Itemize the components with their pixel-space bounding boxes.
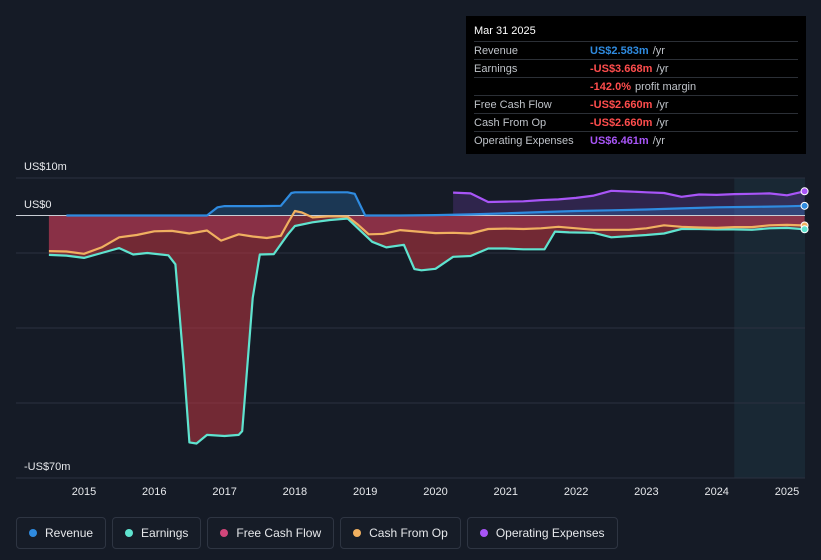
legend-item-revenue[interactable]: Revenue <box>16 517 107 549</box>
tooltip-row-value: US$2.583m <box>590 44 649 57</box>
axis-labels: US$10m US$0 -US$70m <box>24 161 70 473</box>
tooltip-row-value: -US$2.660m <box>590 116 653 129</box>
x-axis-ticks: 2015 2016 2017 2018 2019 2020 2021 2022 2023 2024… <box>72 486 799 498</box>
tooltip-row-unit: /yr <box>656 62 669 75</box>
tooltip-row: -142.0% profit margin <box>474 77 798 95</box>
legend-dot-icon <box>29 529 37 537</box>
legend-item-cash-from-op[interactable]: Cash From Op <box>340 517 461 549</box>
earnings-area <box>48 215 805 444</box>
x-tick-label: 2019 <box>353 486 377 498</box>
legend-label: Operating Expenses <box>495 526 605 540</box>
x-tick-label: 2017 <box>212 486 236 498</box>
tooltip-panel: Mar 31 2025 Revenue US$2.583m/yr Earnings -… <box>466 16 806 154</box>
series-areas <box>48 190 805 444</box>
tooltip-row-label: Cash From Op <box>474 116 547 129</box>
x-tick-label: 2025 <box>775 486 799 498</box>
tooltip-row-label: Operating Expenses <box>474 134 574 147</box>
y-axis-zero-label: US$0 <box>24 199 52 211</box>
tooltip-row-unit: /yr <box>652 44 665 57</box>
chart-area: US$10m US$0 -US$70m 2015 2016 2017 2018 2019… <box>16 161 809 498</box>
x-tick-label: 2018 <box>283 486 307 498</box>
legend-dot-icon <box>479 529 488 537</box>
series-line-cash-from-op <box>48 209 805 255</box>
x-tick-label: 2022 <box>564 486 588 498</box>
tooltip-row-value: -US$3.668m <box>590 62 653 75</box>
x-tick-label: 2015 <box>72 486 96 498</box>
series-line-revenue <box>66 191 805 217</box>
y-axis-bottom-label: -US$70m <box>24 461 70 473</box>
x-tick-label: 2020 <box>423 486 447 498</box>
tooltip-row-unit: /yr <box>652 134 665 147</box>
legend-label: Free Cash Flow <box>236 526 322 540</box>
tooltip-row-value: -US$2.660m <box>590 98 653 111</box>
tooltip-row-unit: profit margin <box>634 80 697 93</box>
tooltip-row-value: US$6.461m <box>590 134 649 147</box>
tooltip-row-label: Earnings <box>474 62 518 75</box>
legend-item-free-cash-flow[interactable]: Free Cash Flow <box>207 517 335 549</box>
legend-item-operating-expenses[interactable]: Operating Expenses <box>466 517 618 549</box>
end-marker-earnings <box>800 225 809 234</box>
x-tick-label: 2016 <box>142 486 166 498</box>
x-tick-label: 2024 <box>704 486 728 498</box>
x-tick-label: 2021 <box>494 486 518 498</box>
tooltip-row-unit: /yr <box>656 98 669 111</box>
tooltip-date: Mar 31 2025 <box>474 25 536 37</box>
tooltip-row-value: -142.0% <box>590 80 631 93</box>
tooltip-row: Cash From Op -US$2.660m/yr <box>474 113 798 131</box>
end-marker-operating-expenses <box>800 187 809 196</box>
legend-label: Cash From Op <box>369 526 448 540</box>
series-line-operating-expenses <box>453 189 805 204</box>
legend: Revenue Earnings Free Cash Flow Cash From O… <box>16 517 618 549</box>
end-marker-revenue <box>800 201 809 210</box>
tooltip-row-label: Free Cash Flow <box>474 98 552 111</box>
legend-label: Revenue <box>45 526 94 540</box>
legend-item-earnings[interactable]: Earnings <box>112 517 202 549</box>
legend-label: Earnings <box>141 526 189 540</box>
tooltip-row: Earnings -US$3.668m/yr <box>474 59 798 77</box>
series-line-earnings <box>48 217 805 445</box>
tooltip-row: Revenue US$2.583m/yr <box>474 41 798 59</box>
tooltip-row-label: Revenue <box>474 44 519 57</box>
tooltip-row: Operating Expenses US$6.461m/yr <box>474 131 798 149</box>
series-lines <box>16 187 809 445</box>
revenue-area <box>66 192 805 216</box>
opex-area <box>453 190 805 216</box>
x-tick-label: 2023 <box>634 486 658 498</box>
y-axis-top-label: US$10m <box>24 161 67 173</box>
legend-dot-icon <box>220 529 229 537</box>
legend-dot-icon <box>353 529 362 537</box>
tooltip-row-unit: /yr <box>656 116 669 129</box>
tooltip-row: Free Cash Flow -US$2.660m/yr <box>474 95 798 113</box>
cash-from-op-area <box>48 211 805 254</box>
legend-dot-icon <box>125 529 134 537</box>
